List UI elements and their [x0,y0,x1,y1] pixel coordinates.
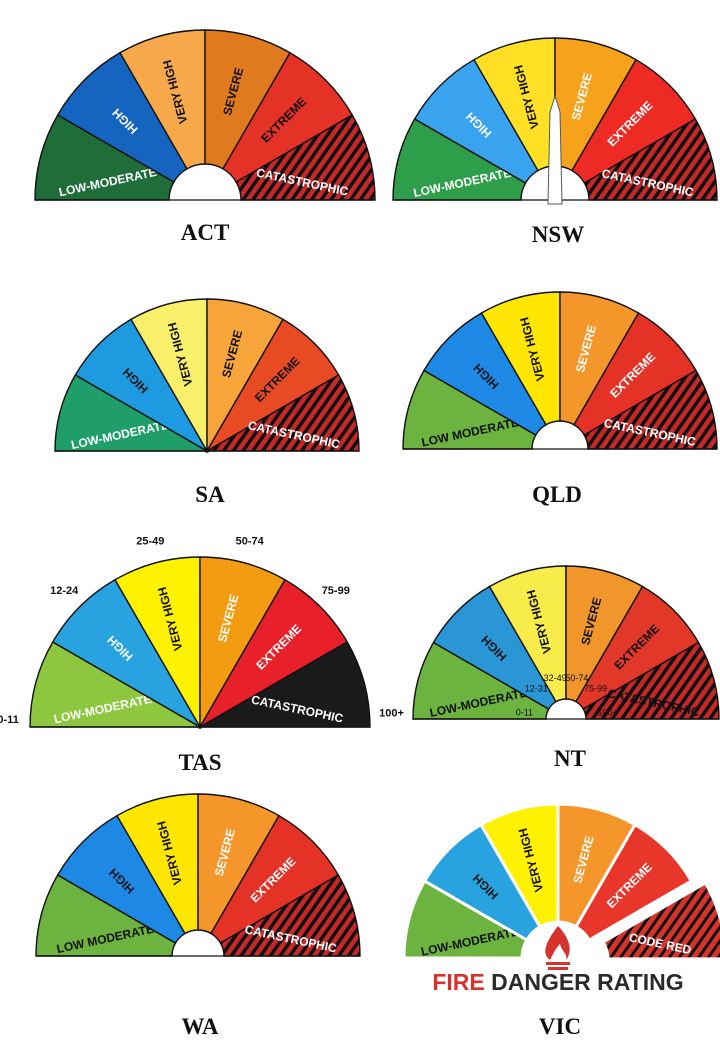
band-3-wedge [204,29,291,170]
band-5-range: 100+ [379,708,404,720]
band-3-range: 50-74 [236,535,265,547]
fire-danger-rating-title: FIRE DANGER RATING [432,969,683,995]
state-label-vic: VIC [539,1014,581,1039]
band-4-wedge [573,822,694,943]
band-2-wedge [114,556,201,730]
state-label-act: ACT [181,220,230,245]
band-0-wedge [34,114,175,201]
band-3-wedge [199,556,286,730]
title-fire-word: FIRE [432,969,484,995]
state-label-nsw: NSW [532,222,584,247]
band-5-range: 100+ [597,708,617,718]
state-label-qld: QLD [532,482,582,507]
band-1-wedge [56,51,188,183]
band-2-range: 32-49 [544,673,567,683]
band-2-wedge [119,29,206,170]
band-5-wedge [601,880,720,962]
band-4-range: 75-99 [322,585,350,597]
state-label-nt: NT [554,746,586,771]
state-label-wa: WA [181,1014,218,1039]
band-4-range: 75-99 [584,684,607,694]
band-1-range: 12-24 [50,585,79,597]
title-danger-rating-words: DANGER RATING [485,969,684,995]
band-5-wedge [235,114,376,201]
band-3-range: 50-74 [565,673,588,683]
state-label-tas: TAS [178,750,221,775]
band-4-wedge [222,51,354,183]
band-4-wedge [198,578,349,729]
flame-icon [545,926,570,970]
band-0-range: 0-11 [516,708,533,718]
gauge-needle [547,94,563,205]
band-0-range: 0-11 [0,714,19,726]
band-5-wedge [197,641,371,728]
band-0-wedge [29,641,203,728]
state-label-sa: SA [195,482,225,507]
band-1-wedge [51,578,202,729]
band-2-range: 25-49 [136,535,164,547]
band-1-range: 12-31 [525,684,548,694]
